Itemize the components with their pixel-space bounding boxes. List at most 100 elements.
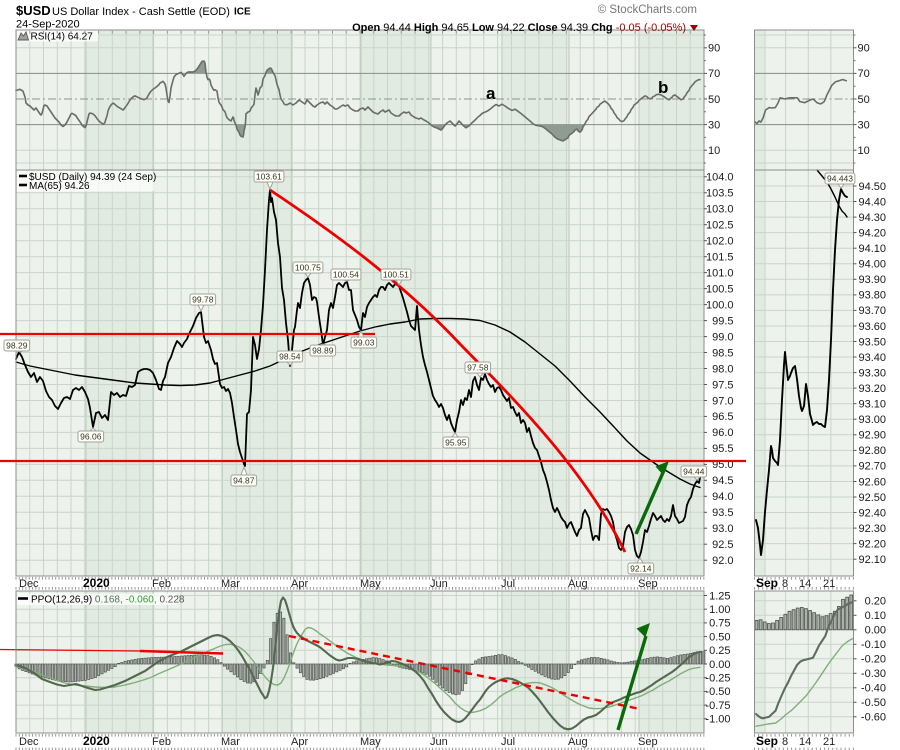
svg-text:Sep: Sep — [638, 578, 658, 590]
svg-text:99.78: 99.78 — [192, 294, 214, 304]
svg-text:101.5: 101.5 — [706, 252, 734, 264]
svg-text:92.5: 92.5 — [712, 539, 733, 551]
svg-text:103.61: 103.61 — [256, 171, 282, 181]
svg-text:-0.75: -0.75 — [705, 700, 730, 712]
svg-text:94.20: 94.20 — [858, 227, 886, 239]
svg-text:0.50: 0.50 — [709, 631, 730, 643]
svg-text:93.80: 93.80 — [858, 290, 886, 302]
svg-text:92.60: 92.60 — [858, 476, 886, 488]
svg-text:95.95: 95.95 — [445, 437, 467, 447]
svg-text:$USD: $USD — [16, 3, 51, 18]
svg-text:-0.40: -0.40 — [861, 683, 886, 695]
svg-text:98.0: 98.0 — [712, 363, 733, 375]
svg-text:94.44: 94.44 — [683, 466, 705, 476]
svg-text:a: a — [486, 84, 496, 103]
svg-text:-0.50: -0.50 — [861, 697, 886, 709]
svg-text:92.80: 92.80 — [858, 445, 886, 457]
svg-text:21: 21 — [823, 736, 835, 748]
svg-text:30: 30 — [708, 119, 720, 131]
svg-text:93.20: 93.20 — [858, 383, 886, 395]
svg-text:95.0: 95.0 — [712, 459, 733, 471]
svg-text:RSI(14) 64.27: RSI(14) 64.27 — [31, 32, 94, 43]
svg-text:103.0: 103.0 — [706, 204, 734, 216]
svg-text:ICE: ICE — [234, 7, 251, 18]
svg-text:Sep: Sep — [638, 736, 658, 748]
svg-text:21: 21 — [823, 578, 835, 590]
svg-text:May: May — [360, 736, 381, 748]
svg-text:-1.00: -1.00 — [705, 714, 730, 726]
svg-text:-0.25: -0.25 — [705, 673, 730, 685]
svg-text:98.5: 98.5 — [712, 347, 733, 359]
svg-text:Aug: Aug — [568, 578, 588, 590]
svg-text:94.87: 94.87 — [233, 475, 255, 485]
svg-text:103.5: 103.5 — [706, 188, 734, 200]
svg-text:Jun: Jun — [430, 736, 448, 748]
svg-text:99.0: 99.0 — [712, 331, 733, 343]
svg-text:100.5: 100.5 — [706, 283, 734, 295]
svg-text:10: 10 — [858, 145, 870, 157]
svg-text:Dec: Dec — [19, 736, 39, 748]
svg-text:93.0: 93.0 — [712, 523, 733, 535]
svg-text:Open 94.44 High 94.65 Low 94.2: Open 94.44 High 94.65 Low 94.22 Close 94… — [352, 22, 686, 34]
svg-text:95.5: 95.5 — [712, 443, 733, 455]
svg-text:96.5: 96.5 — [712, 411, 733, 423]
svg-text:94.00: 94.00 — [858, 259, 886, 271]
svg-text:b: b — [658, 78, 668, 97]
svg-text:92.10: 92.10 — [858, 554, 886, 566]
svg-text:8: 8 — [782, 736, 788, 748]
svg-text:30: 30 — [858, 119, 870, 131]
svg-text:99.5: 99.5 — [712, 315, 733, 327]
svg-text:100.75: 100.75 — [295, 262, 321, 272]
svg-text:102.5: 102.5 — [706, 220, 734, 232]
svg-text:-0.20: -0.20 — [861, 654, 886, 666]
svg-text:94.50: 94.50 — [858, 181, 886, 193]
svg-text:93.5: 93.5 — [712, 507, 733, 519]
svg-text:2020: 2020 — [83, 734, 110, 748]
svg-text:10: 10 — [708, 145, 720, 157]
svg-text:92.30: 92.30 — [858, 523, 886, 535]
svg-text:104.0: 104.0 — [706, 172, 734, 184]
svg-text:100.51: 100.51 — [383, 269, 409, 279]
svg-text:93.50: 93.50 — [858, 336, 886, 348]
svg-text:Jul: Jul — [501, 736, 515, 748]
svg-text:92.0: 92.0 — [712, 555, 733, 567]
svg-text:0.75: 0.75 — [709, 618, 730, 630]
svg-text:© StockCharts.com: © StockCharts.com — [598, 4, 697, 16]
svg-text:92.90: 92.90 — [858, 430, 886, 442]
svg-text:8: 8 — [782, 578, 788, 590]
svg-text:100.54: 100.54 — [333, 269, 359, 279]
svg-text:92.20: 92.20 — [858, 538, 886, 550]
svg-text:93.10: 93.10 — [858, 399, 886, 411]
svg-text:97.5: 97.5 — [712, 379, 733, 391]
svg-text:93.30: 93.30 — [858, 367, 886, 379]
svg-text:96.06: 96.06 — [80, 431, 102, 441]
svg-text:98.89: 98.89 — [312, 345, 334, 355]
svg-text:94.30: 94.30 — [858, 212, 886, 224]
svg-text:93.70: 93.70 — [858, 305, 886, 317]
svg-text:98.54: 98.54 — [279, 351, 301, 361]
svg-text:Jul: Jul — [501, 578, 515, 590]
svg-text:Mar: Mar — [221, 578, 240, 590]
svg-text:-0.60: -0.60 — [861, 712, 886, 724]
svg-text:$USD (Daily) 94.39 (24 Sep): $USD (Daily) 94.39 (24 Sep) — [29, 172, 156, 183]
svg-text:Dec: Dec — [19, 578, 39, 590]
svg-text:0.00: 0.00 — [709, 659, 730, 671]
svg-text:0.10: 0.10 — [865, 610, 886, 622]
svg-text:92.50: 92.50 — [858, 492, 886, 504]
svg-text:Feb: Feb — [152, 736, 171, 748]
svg-text:-0.10: -0.10 — [861, 639, 886, 651]
svg-text:96.0: 96.0 — [712, 427, 733, 439]
svg-text:14: 14 — [799, 736, 811, 748]
svg-text:93.00: 93.00 — [858, 414, 886, 426]
svg-text:PPO(12,26,9) 0.168, -0.060, 0.: PPO(12,26,9) 0.168, -0.060, 0.228 — [31, 595, 185, 606]
svg-text:-0.50: -0.50 — [705, 686, 730, 698]
svg-text:14: 14 — [799, 578, 811, 590]
svg-text:92.70: 92.70 — [858, 461, 886, 473]
svg-text:70: 70 — [858, 68, 870, 80]
svg-text:70: 70 — [708, 68, 720, 80]
svg-text:Mar: Mar — [221, 736, 240, 748]
svg-text:94.40: 94.40 — [858, 196, 886, 208]
svg-text:24-Sep-2020: 24-Sep-2020 — [16, 19, 80, 31]
svg-text:Sep: Sep — [756, 576, 778, 590]
svg-text:94.0: 94.0 — [712, 491, 733, 503]
